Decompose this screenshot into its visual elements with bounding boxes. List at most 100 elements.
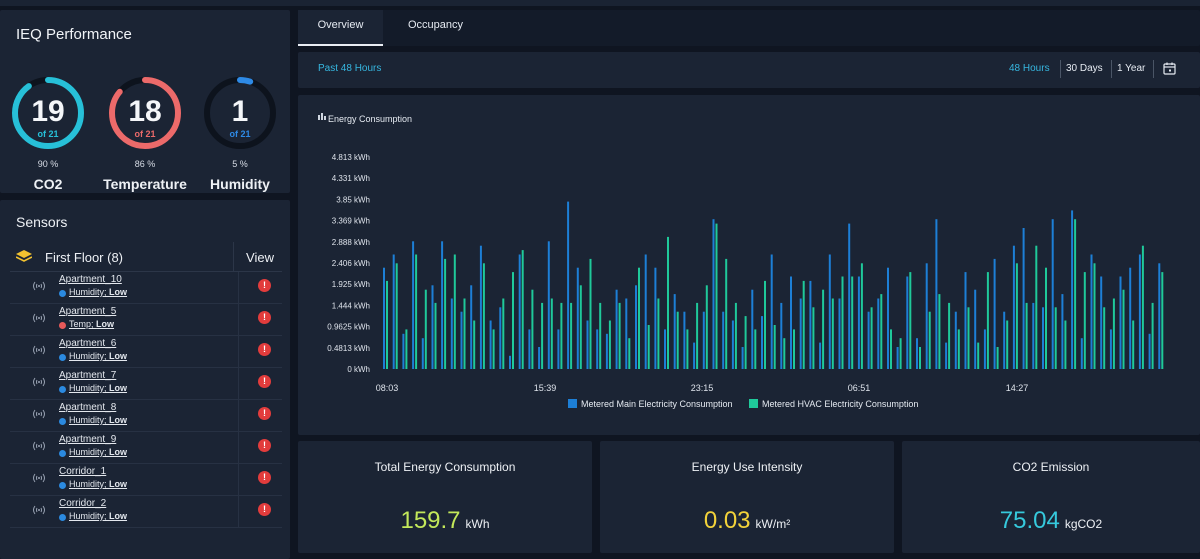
temperature-gauge[interactable]: 18 of 21 86 % Temperature (100, 68, 190, 192)
sensor-metric[interactable]: Humidity; Low (69, 383, 128, 393)
range-1-year[interactable]: 1 Year (1117, 63, 1146, 74)
floor-header[interactable]: First Floor (8) View (10, 242, 282, 272)
alert-icon[interactable]: ! (258, 311, 271, 324)
main-bar (1061, 294, 1064, 369)
hvac-bar (986, 272, 989, 369)
y-tick-label: 0.9625 kWh (327, 323, 370, 332)
humidity-gauge[interactable]: 1 of 21 5 % Humidity (195, 68, 285, 192)
tab-occupancy[interactable]: Occupancy (407, 19, 464, 31)
y-tick-label: 0 kWh (347, 365, 370, 374)
hvac-bar (1112, 298, 1115, 369)
sensor-metric[interactable]: Humidity; Low (69, 415, 128, 425)
range-divider (1153, 60, 1154, 78)
main-bar (1003, 311, 1006, 369)
main-bar (702, 311, 705, 369)
alert-icon[interactable]: ! (258, 375, 271, 388)
range-30-days[interactable]: 30 Days (1066, 63, 1103, 74)
sensor-row[interactable]: Corridor_2 Humidity; Low ! (10, 496, 282, 528)
sensor-metric[interactable]: Humidity; Low (69, 479, 128, 489)
sensor-name[interactable]: Apartment_8 (59, 402, 117, 413)
sensor-metric[interactable]: Humidity; Low (69, 351, 128, 361)
sensor-row[interactable]: Apartment_8 Humidity; Low ! (10, 400, 282, 432)
hvac-bar (482, 263, 485, 369)
x-tick-label: 14:27 (1006, 383, 1029, 393)
sensor-row[interactable]: Apartment_7 Humidity; Low ! (10, 368, 282, 400)
range-48-hours[interactable]: 48 Hours (1009, 63, 1050, 74)
kpi-value: 0.03 (703, 507, 751, 534)
kpi-unit: kW/m² (755, 517, 791, 531)
hvac-bar (405, 329, 408, 369)
sensor-signal-icon (33, 505, 45, 515)
sensor-name[interactable]: Apartment_7 (59, 370, 117, 381)
y-tick-label: 0.4813 kWh (327, 344, 370, 353)
main-bar (402, 333, 405, 369)
hvac-bar (531, 289, 534, 369)
sensor-signal-icon (33, 377, 45, 387)
alert-icon[interactable]: ! (258, 279, 271, 292)
sensor-name[interactable]: Apartment_5 (59, 306, 117, 317)
tab-overview[interactable]: Overview (298, 10, 383, 46)
main-bar (450, 298, 453, 369)
sensor-row[interactable]: Apartment_6 Humidity; Low ! (10, 336, 282, 368)
main-bar (509, 355, 511, 369)
sensor-metric[interactable]: Humidity; Low (69, 287, 128, 297)
co2-ring (12, 77, 84, 149)
co2-value: 19 (31, 95, 65, 128)
hvac-bar (783, 338, 786, 369)
hvac-bar (386, 280, 388, 369)
hvac-bar (773, 325, 776, 369)
hvac-bar (909, 272, 912, 369)
main-bar (664, 329, 666, 369)
hvac-bar (1025, 302, 1028, 369)
main-bar (1042, 307, 1044, 369)
hvac-bar (705, 285, 708, 369)
main-bar (848, 223, 851, 369)
kpi-title: Energy Use Intensity (691, 460, 803, 474)
hvac-bar (453, 254, 456, 369)
sensor-name[interactable]: Corridor_2 (59, 498, 107, 509)
main-bar (954, 311, 957, 369)
sensor-metric[interactable]: Temp; Low (69, 319, 115, 329)
sensor-signal-icon (33, 473, 45, 483)
sensor-metric[interactable]: Humidity; Low (69, 511, 128, 521)
calendar-icon[interactable] (1163, 62, 1176, 75)
main-bar (790, 276, 792, 369)
humidity-label: Humidity (210, 176, 270, 192)
sensor-name[interactable]: Apartment_6 (59, 338, 117, 349)
hvac-bar (996, 347, 999, 369)
kpi-total-energy: Total Energy Consumption 159.7 kWh (298, 441, 592, 553)
sensor-metric[interactable]: Humidity; Low (69, 447, 128, 457)
main-bar (557, 329, 560, 369)
sensor-name[interactable]: Apartment_10 (59, 274, 122, 285)
top-strip (0, 0, 1200, 6)
sensor-name[interactable]: Corridor_1 (59, 466, 107, 477)
sensor-row[interactable]: Apartment_10 Humidity; Low ! (10, 272, 282, 304)
hvac-bar (589, 258, 592, 369)
y-tick-label: 4.331 kWh (332, 174, 370, 183)
time-range-bar: Past 48 Hours 48 Hours 30 Days 1 Year (298, 52, 1200, 88)
alert-icon[interactable]: ! (258, 439, 271, 452)
main-bar (644, 254, 647, 369)
hvac-bar (938, 294, 941, 369)
hvac-bar (1141, 245, 1144, 369)
alert-icon[interactable]: ! (258, 343, 271, 356)
sensor-row[interactable]: Apartment_5 Temp; Low ! (10, 304, 282, 336)
chart-title-group: Energy Consumption (318, 113, 412, 124)
sensor-row[interactable]: Apartment_9 Humidity; Low ! (10, 432, 282, 464)
alert-icon[interactable]: ! (258, 471, 271, 484)
hvac-bar (1015, 263, 1018, 369)
hvac-bar (1054, 307, 1057, 369)
co2-gauge[interactable]: 19 of 21 90 % CO2 (3, 68, 93, 192)
main-bar (441, 241, 444, 369)
main-bar (693, 342, 696, 369)
hvac-bar (395, 263, 398, 369)
floor-name: First Floor (8) (45, 250, 123, 265)
hvac-bar (676, 311, 679, 369)
sensor-name[interactable]: Apartment_9 (59, 434, 117, 445)
alert-icon[interactable]: ! (258, 503, 271, 516)
hvac-bar (463, 298, 466, 369)
sensor-row[interactable]: Corridor_1 Humidity; Low ! (10, 464, 282, 496)
main-bar (673, 294, 676, 369)
alert-icon[interactable]: ! (258, 407, 271, 420)
main-bar (479, 245, 482, 369)
